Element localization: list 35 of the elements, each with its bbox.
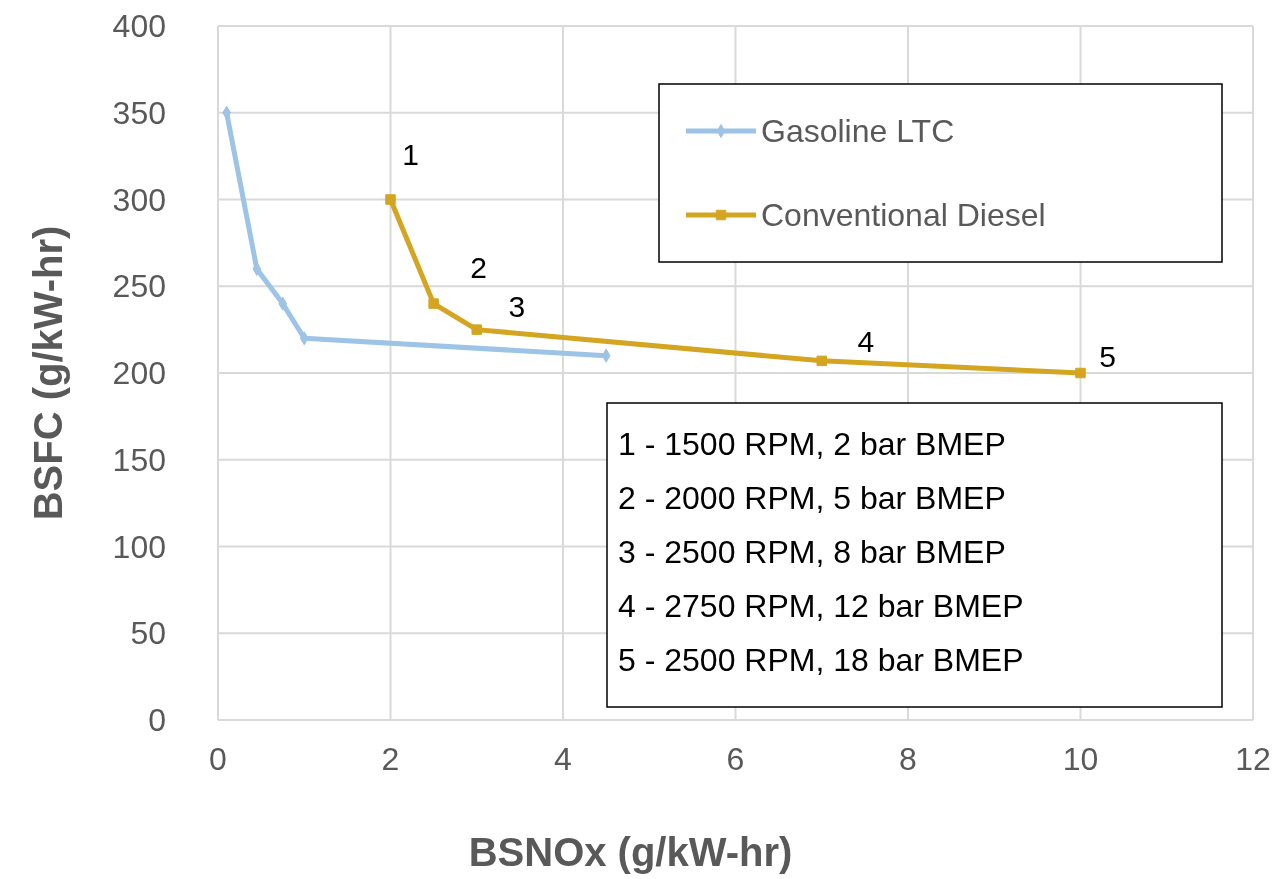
- x-tick-label: 12: [1235, 741, 1271, 777]
- annotation: 5: [1099, 340, 1116, 373]
- y-tick-label: 50: [130, 615, 166, 652]
- x-tick-label: 4: [554, 741, 572, 777]
- annotation: 4 - 2750 RPM, 12 bar BMEP: [618, 588, 1024, 624]
- y-tick-label: 0: [148, 702, 166, 738]
- y-tick-label: 200: [112, 355, 166, 391]
- point: [385, 194, 396, 205]
- y-tick-label: 150: [112, 441, 166, 478]
- y-tick-label: 100: [112, 528, 166, 565]
- x-tick-label: 10: [1062, 741, 1099, 777]
- y-tick-label: 400: [112, 8, 166, 44]
- x-axis-title: BSNOx (g/kW-hr): [468, 830, 793, 874]
- y-tick-label: 350: [112, 94, 166, 131]
- point: [471, 324, 482, 335]
- annotation: 3 - 2500 RPM, 8 bar BMEP: [618, 534, 1006, 570]
- annotation: 2: [470, 250, 487, 284]
- annotation: 3: [508, 289, 526, 323]
- annotation: 1: [402, 137, 419, 171]
- y-axis-title: BSFC (g/kW-hr): [26, 225, 70, 521]
- annotation: 4: [857, 324, 875, 358]
- legend-label: Conventional Diesel: [761, 197, 1046, 233]
- point: [428, 298, 439, 309]
- y-tick-label: 250: [112, 268, 166, 305]
- y-tick-label: 300: [112, 181, 166, 218]
- annotation: 5 - 2500 RPM, 18 bar BMEP: [618, 642, 1024, 678]
- x-tick-label: 6: [726, 741, 745, 777]
- x-tick-label: 2: [381, 741, 400, 777]
- point: [1075, 367, 1086, 379]
- point: [816, 355, 827, 367]
- x-tick-label: 0: [209, 741, 227, 777]
- x-tick-label: 8: [899, 741, 917, 777]
- annotation: 1 - 1500 RPM, 2 bar BMEP: [618, 426, 1006, 462]
- legend-label: Gasoline LTC: [761, 113, 955, 149]
- annotation: 2 - 2000 RPM, 5 bar BMEP: [618, 480, 1006, 516]
